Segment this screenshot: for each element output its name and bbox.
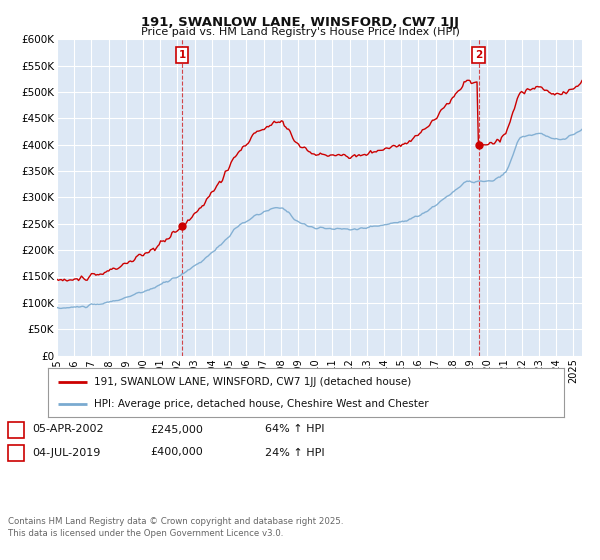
Text: 191, SWANLOW LANE, WINSFORD, CW7 1JJ: 191, SWANLOW LANE, WINSFORD, CW7 1JJ [141, 16, 459, 29]
Text: 1: 1 [12, 424, 19, 435]
Text: 191, SWANLOW LANE, WINSFORD, CW7 1JJ (detached house): 191, SWANLOW LANE, WINSFORD, CW7 1JJ (de… [94, 377, 412, 387]
Text: 2: 2 [475, 50, 482, 60]
Text: £400,000: £400,000 [150, 447, 203, 458]
Text: Contains HM Land Registry data © Crown copyright and database right 2025.
This d: Contains HM Land Registry data © Crown c… [8, 517, 343, 538]
FancyBboxPatch shape [7, 422, 23, 437]
Text: 1: 1 [179, 50, 186, 60]
Text: £245,000: £245,000 [150, 424, 203, 435]
Text: 24% ↑ HPI: 24% ↑ HPI [265, 447, 325, 458]
Text: 04-JUL-2019: 04-JUL-2019 [32, 447, 100, 458]
Text: 05-APR-2002: 05-APR-2002 [32, 424, 104, 435]
Text: HPI: Average price, detached house, Cheshire West and Chester: HPI: Average price, detached house, Ches… [94, 399, 429, 409]
Text: 64% ↑ HPI: 64% ↑ HPI [265, 424, 325, 435]
Text: Price paid vs. HM Land Registry's House Price Index (HPI): Price paid vs. HM Land Registry's House … [140, 27, 460, 37]
FancyBboxPatch shape [7, 445, 23, 460]
Text: 2: 2 [12, 447, 19, 458]
